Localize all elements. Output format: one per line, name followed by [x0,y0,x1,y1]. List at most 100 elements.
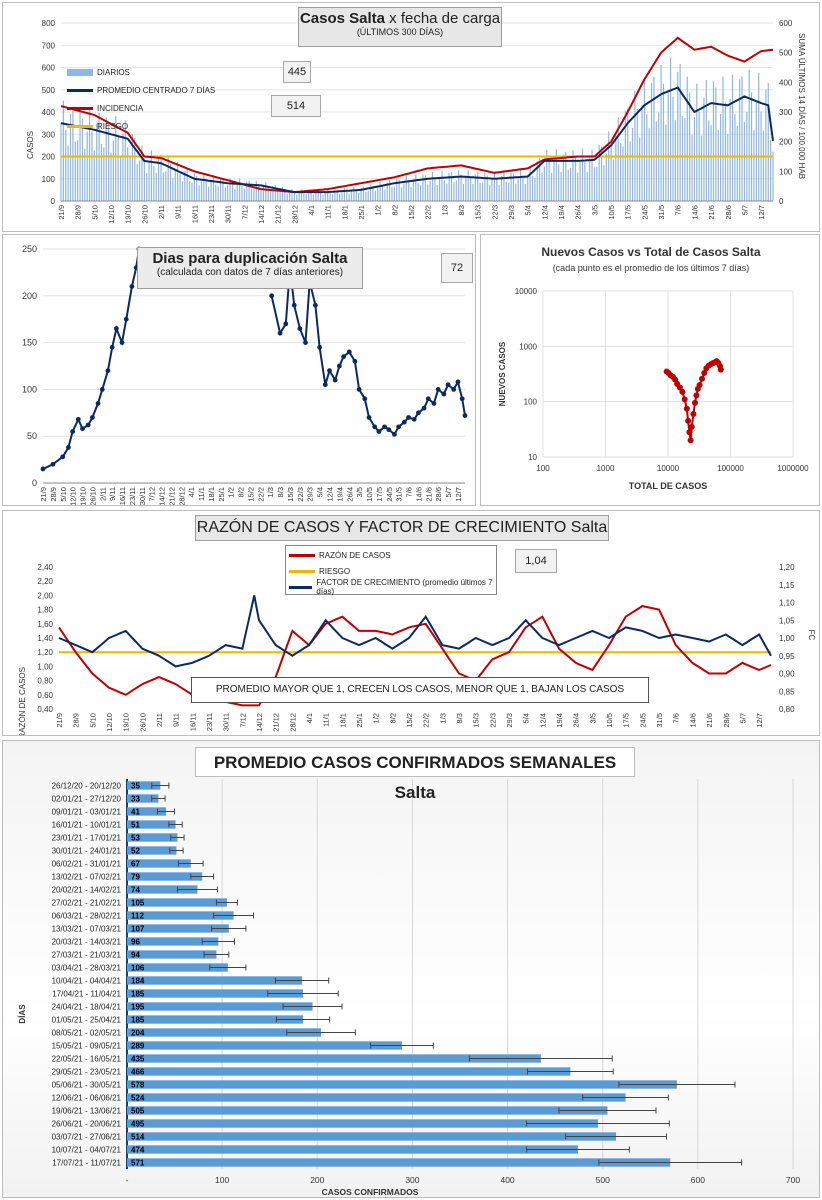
daily-bar [617,117,619,201]
daily-value-box-1: 445 [283,61,311,83]
data-label: 514 [131,1133,145,1142]
doubling-point [297,326,303,331]
x-tick-label: 3/5 [355,487,364,497]
doubling-line-segment-2 [270,267,466,436]
x-tick-label: 26/10 [88,487,97,506]
y-tick-label-left: 800 [42,19,56,28]
scatter-chart: 100 1000 10000 100000 1000000 10 100 1000 10000 T… [498,287,809,491]
y-tick-label-right: 1,15 [779,581,795,590]
x-tick-label: 1/3 [440,205,449,215]
data-label: 79 [131,873,140,882]
daily-bar [708,120,710,201]
daily-bar [484,172,486,201]
doubling-point [119,340,125,345]
y-axis-label: DÍAS [18,1004,27,1024]
ratio-line [58,604,772,707]
daily-bar [403,183,405,201]
daily-bar [705,79,707,201]
daily-bar [553,160,555,201]
daily-bar [81,118,84,201]
daily-bar [477,171,479,201]
x-tick-label: 21/9 [55,713,64,728]
daily-bar [191,182,193,201]
y-tick-label: 100 [524,398,538,407]
category-label: 02/01/21 - 27/12/20 [52,795,122,804]
category-label: 01/05/21 - 25/04/21 [52,1016,122,1025]
daily-bar [762,130,765,201]
daily-bar [110,152,112,201]
x-tick-label: 21/9 [57,205,66,220]
daily-bar [308,190,310,201]
doubling-point [392,431,397,437]
ratio-title-tail: Salta [570,519,608,536]
daily-bar [431,171,434,201]
daily-bar [586,172,588,201]
x-tick-label: 18/1 [338,713,347,728]
daily-bar [427,184,429,201]
daily-bar [331,194,334,201]
daily-bar [100,143,103,201]
x-tick-label: 4/1 [307,205,316,215]
week-bar [127,1119,598,1128]
daily-bar [358,193,360,201]
daily-bar [684,118,686,201]
x-tick-label: 22/2 [424,205,433,220]
daily-bar [715,87,717,201]
daily-bar [108,122,110,201]
daily-bar [508,182,510,201]
ratio-panel: 0,40 0,60 0,80 1,00 1,20 1,40 1,60 1,80 2,00 2,20… [2,510,820,736]
doubling-point [66,445,71,450]
daily-bar [260,190,262,201]
x-tick-label: 10/5 [607,205,616,220]
legend-item-avg: PROMEDIO CENTRADO 7 DÍAS [67,81,215,99]
daily-bar [298,191,300,201]
daily-bar [541,172,543,201]
x-tick-label: 10000 [657,464,680,473]
daily-bar [648,128,650,201]
yellow-line-icon [289,569,315,573]
y-tick-label: 150 [22,338,37,348]
daily-bar [122,133,124,201]
daily-title-box: Casos Salta x fecha de carga (ÚLTIMOS 30… [298,7,502,47]
daily-bar [415,174,417,201]
data-label: 107 [131,925,145,934]
daily-bar [679,63,681,202]
y-tick-label-left: 0,60 [37,691,53,700]
daily-bar [312,194,315,201]
doubling-point [60,454,66,460]
data-label: 67 [131,860,140,869]
daily-bar [584,162,586,201]
doubling-point [113,326,119,331]
y-tick-label-right: 1,20 [779,563,795,572]
daily-bar [524,183,526,201]
daily-bar [500,175,503,201]
daily-bar [317,189,319,201]
daily-bar [200,181,203,201]
x-tick-label: 8/2 [237,487,246,497]
daily-bar [129,156,131,201]
data-label: 289 [131,1042,145,1051]
daily-bar [610,145,612,201]
y-tick-label-right: 1,00 [779,634,795,643]
daily-bar [91,131,93,201]
daily-bar [362,186,365,201]
week-bar [127,924,229,933]
daily-bar [734,114,736,201]
x-tick-label: 7/12 [240,205,249,220]
x-tick-label: 28/9 [74,205,83,220]
y-tick-label-right: 200 [779,138,793,147]
week-bar [127,1158,671,1167]
x-tick-label: 29/3 [306,487,315,502]
data-label: 184 [131,977,145,986]
data-label: 41 [131,808,140,817]
daily-bar [215,184,217,201]
week-bar [127,1041,402,1050]
daily-bar [105,117,107,201]
x-tick-label: 3/5 [588,713,597,723]
daily-bar [284,188,286,201]
doubling-point [332,377,338,383]
daily-bar [655,121,657,201]
daily-bar [517,179,519,201]
daily-bar [670,57,672,202]
daily-bar [117,135,119,201]
